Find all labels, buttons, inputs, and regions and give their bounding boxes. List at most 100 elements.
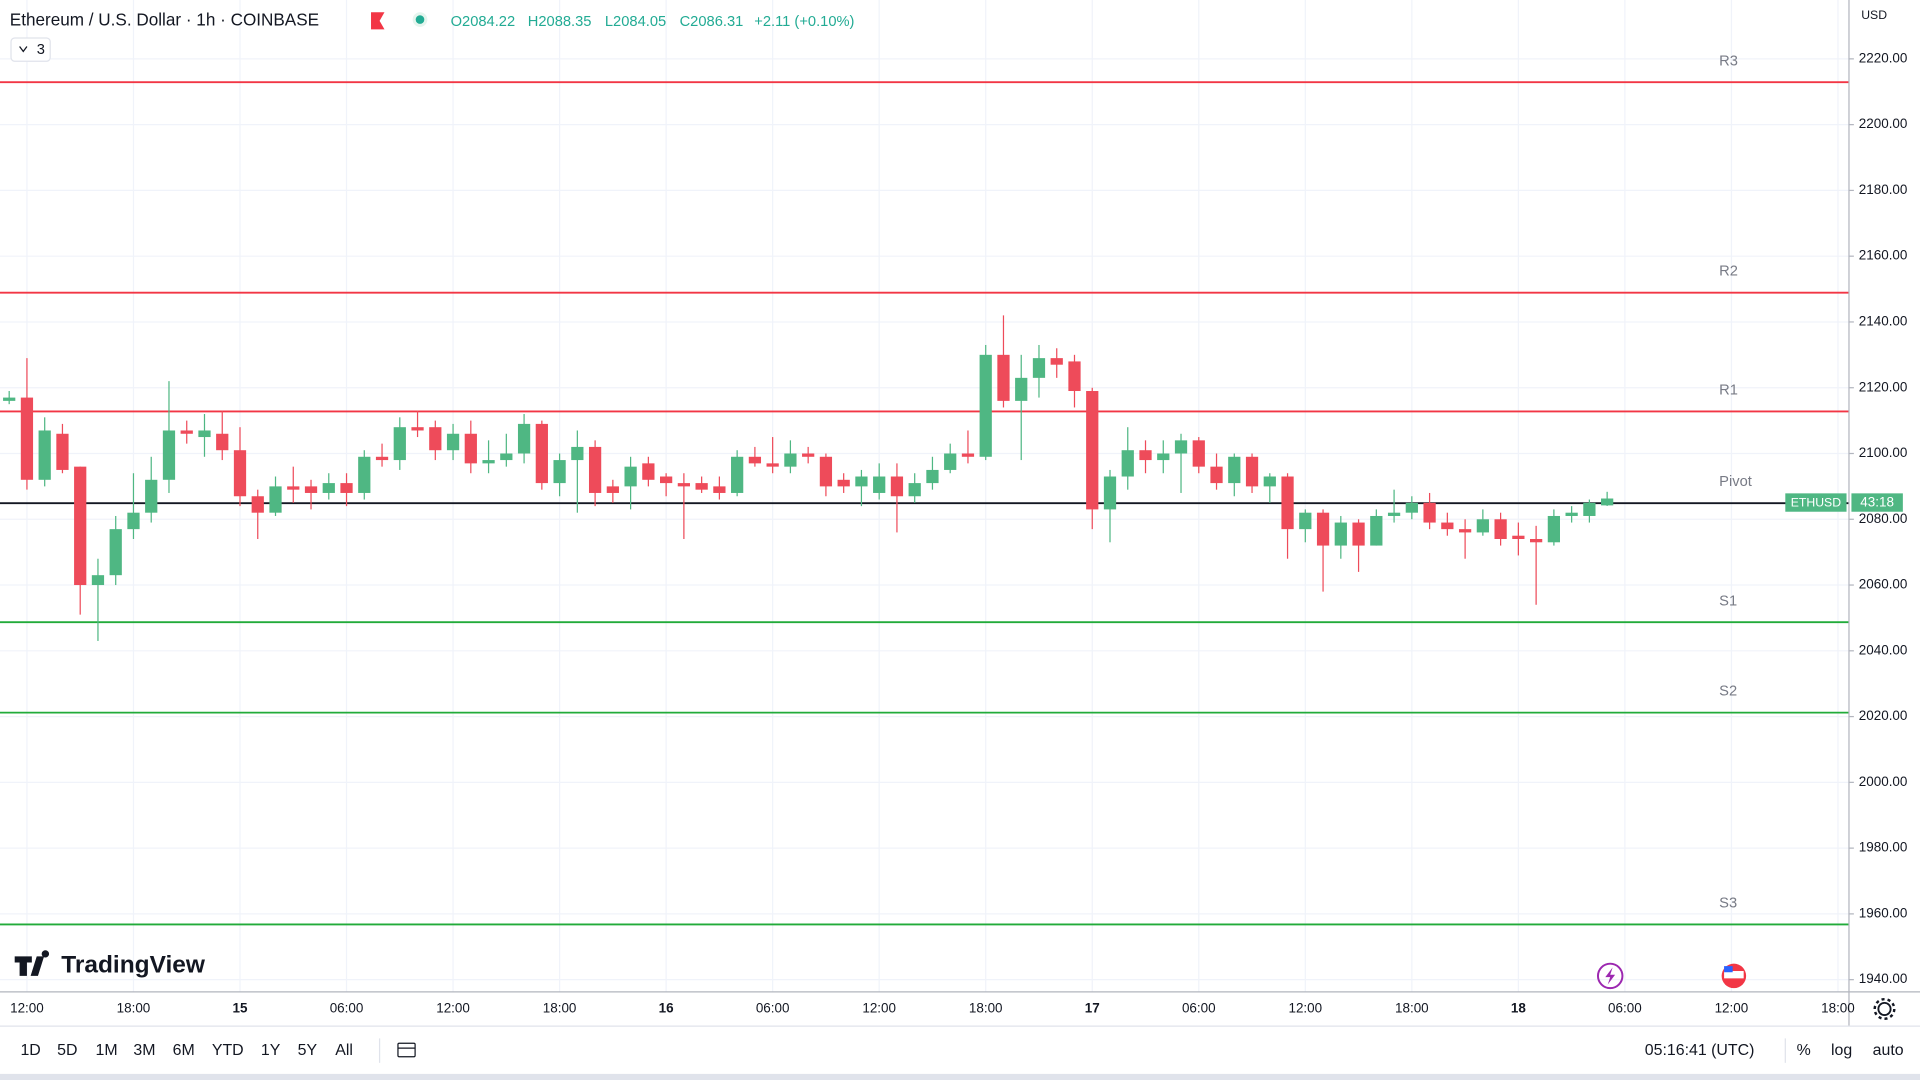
currency[interactable]: USD <box>1861 8 1887 22</box>
candle-body <box>1316 512 1330 546</box>
ohlc-legend: O2084.22 H2088.35 L2084.05 C2086.31 +2.11 (+… <box>451 14 855 30</box>
countdown-tag <box>1851 493 1903 512</box>
x-tick-label: 18:00 <box>1821 1001 1855 1016</box>
candle-body <box>251 496 264 513</box>
candle-body <box>1299 512 1312 530</box>
candle-body <box>1210 466 1223 484</box>
x-tick-label: 06:00 <box>1182 1001 1216 1016</box>
candle-body <box>145 479 158 513</box>
candle-body <box>1050 358 1063 365</box>
clock[interactable]: 05:16:41 (UTC) <box>1645 1042 1755 1059</box>
scale-option[interactable]: log <box>1831 1042 1852 1059</box>
candle-body <box>375 456 389 461</box>
candle-body <box>1174 440 1188 454</box>
flag-stripes <box>1724 971 1744 979</box>
y-tick-label: 1980.00 <box>1859 840 1908 855</box>
candle-body <box>1263 476 1276 487</box>
flag-icon[interactable] <box>371 12 385 30</box>
brand-logo <box>14 950 50 976</box>
y-tick-label: 2060.00 <box>1859 577 1908 592</box>
ohlc-value: L2084.05 <box>605 14 666 30</box>
candle-body <box>1601 498 1614 506</box>
candle-body <box>1352 522 1365 546</box>
candle-body <box>322 483 335 493</box>
scale-option[interactable]: % <box>1797 1042 1811 1059</box>
x-tick-label: 12:00 <box>1715 1001 1749 1016</box>
candle-body <box>411 427 424 431</box>
y-tick-label: 2100.00 <box>1859 445 1908 460</box>
level-label: S1 <box>1719 593 1737 609</box>
x-tick-label: 16 <box>659 1001 674 1016</box>
y-tick-label: 2000.00 <box>1859 774 1908 789</box>
candle-body <box>1068 361 1081 392</box>
indicator-toggle[interactable] <box>10 37 51 62</box>
brand-name: TradingView <box>61 952 206 979</box>
x-tick-label: 18:00 <box>969 1001 1003 1016</box>
candle-body <box>535 423 548 484</box>
candle-body <box>1441 522 1454 530</box>
candle-body <box>446 433 460 451</box>
x-tick-label: 06:00 <box>756 1001 790 1016</box>
candle-body <box>233 450 247 497</box>
candle-body <box>944 453 957 470</box>
ohlc-value: O2084.22 <box>451 14 516 30</box>
gear <box>1877 1001 1892 1017</box>
candle-body <box>198 430 211 438</box>
flag-canton <box>1724 966 1733 973</box>
range-button[interactable]: 5Y <box>298 1042 318 1059</box>
range-button[interactable]: 1Y <box>261 1042 281 1059</box>
candle-body <box>1565 512 1578 516</box>
candle-body <box>766 463 779 467</box>
range-button[interactable]: 6M <box>173 1042 195 1059</box>
candle-body <box>837 479 850 487</box>
range-button[interactable]: All <box>335 1042 353 1059</box>
range-button[interactable]: 1M <box>95 1042 117 1059</box>
candle-body <box>1405 502 1418 513</box>
candle-body <box>517 423 531 454</box>
y-tick-label: 1940.00 <box>1859 971 1908 986</box>
candle-body <box>1086 391 1099 510</box>
x-tick-label: 18:00 <box>543 1001 577 1016</box>
candle-body <box>393 427 406 461</box>
candle-body <box>56 433 69 470</box>
candle-body <box>731 456 744 493</box>
candle-body <box>91 575 105 586</box>
candle-body <box>748 456 762 464</box>
candle-body <box>1032 358 1046 378</box>
x-tick-label: 12:00 <box>436 1001 470 1016</box>
x-tick-label: 12:00 <box>10 1001 44 1016</box>
candle-body <box>304 486 318 493</box>
settings-icon[interactable] <box>1873 997 1896 1020</box>
candle-body <box>1015 377 1028 401</box>
candle-body <box>1458 529 1472 533</box>
candle-body <box>588 446 602 493</box>
compare-icon[interactable] <box>397 1042 416 1058</box>
candle-body <box>464 433 477 464</box>
range-button[interactable]: YTD <box>212 1042 244 1059</box>
range-button[interactable]: 1D <box>20 1042 40 1059</box>
candle-body <box>162 430 176 480</box>
candle-body <box>358 456 371 493</box>
candle-body <box>1370 515 1383 546</box>
range-button[interactable]: 3M <box>133 1042 155 1059</box>
candle-body <box>624 466 637 487</box>
countdown: 43:18 <box>1860 495 1894 510</box>
candle-body <box>1228 456 1241 484</box>
pivot-levels: R3 R2 R1 Pivot S1 S2 S3 <box>0 53 1849 926</box>
candle-body <box>961 453 975 457</box>
candle-body <box>1245 456 1259 487</box>
range-button[interactable]: 5D <box>57 1042 77 1059</box>
candle-body <box>340 483 353 493</box>
x-tick-label: 18:00 <box>1395 1001 1429 1016</box>
candle-body <box>1512 535 1525 539</box>
level-label: Pivot <box>1719 474 1752 490</box>
x-tick-label: 12:00 <box>1288 1001 1322 1016</box>
scale-option[interactable]: auto <box>1873 1042 1904 1059</box>
candle-body <box>287 486 300 490</box>
event-icon[interactable] <box>1596 962 1624 990</box>
y-tick-label: 2200.00 <box>1859 116 1908 131</box>
candle-body <box>180 430 193 434</box>
calendar-icon <box>397 1042 416 1058</box>
x-tick-label: 06:00 <box>1608 1001 1642 1016</box>
